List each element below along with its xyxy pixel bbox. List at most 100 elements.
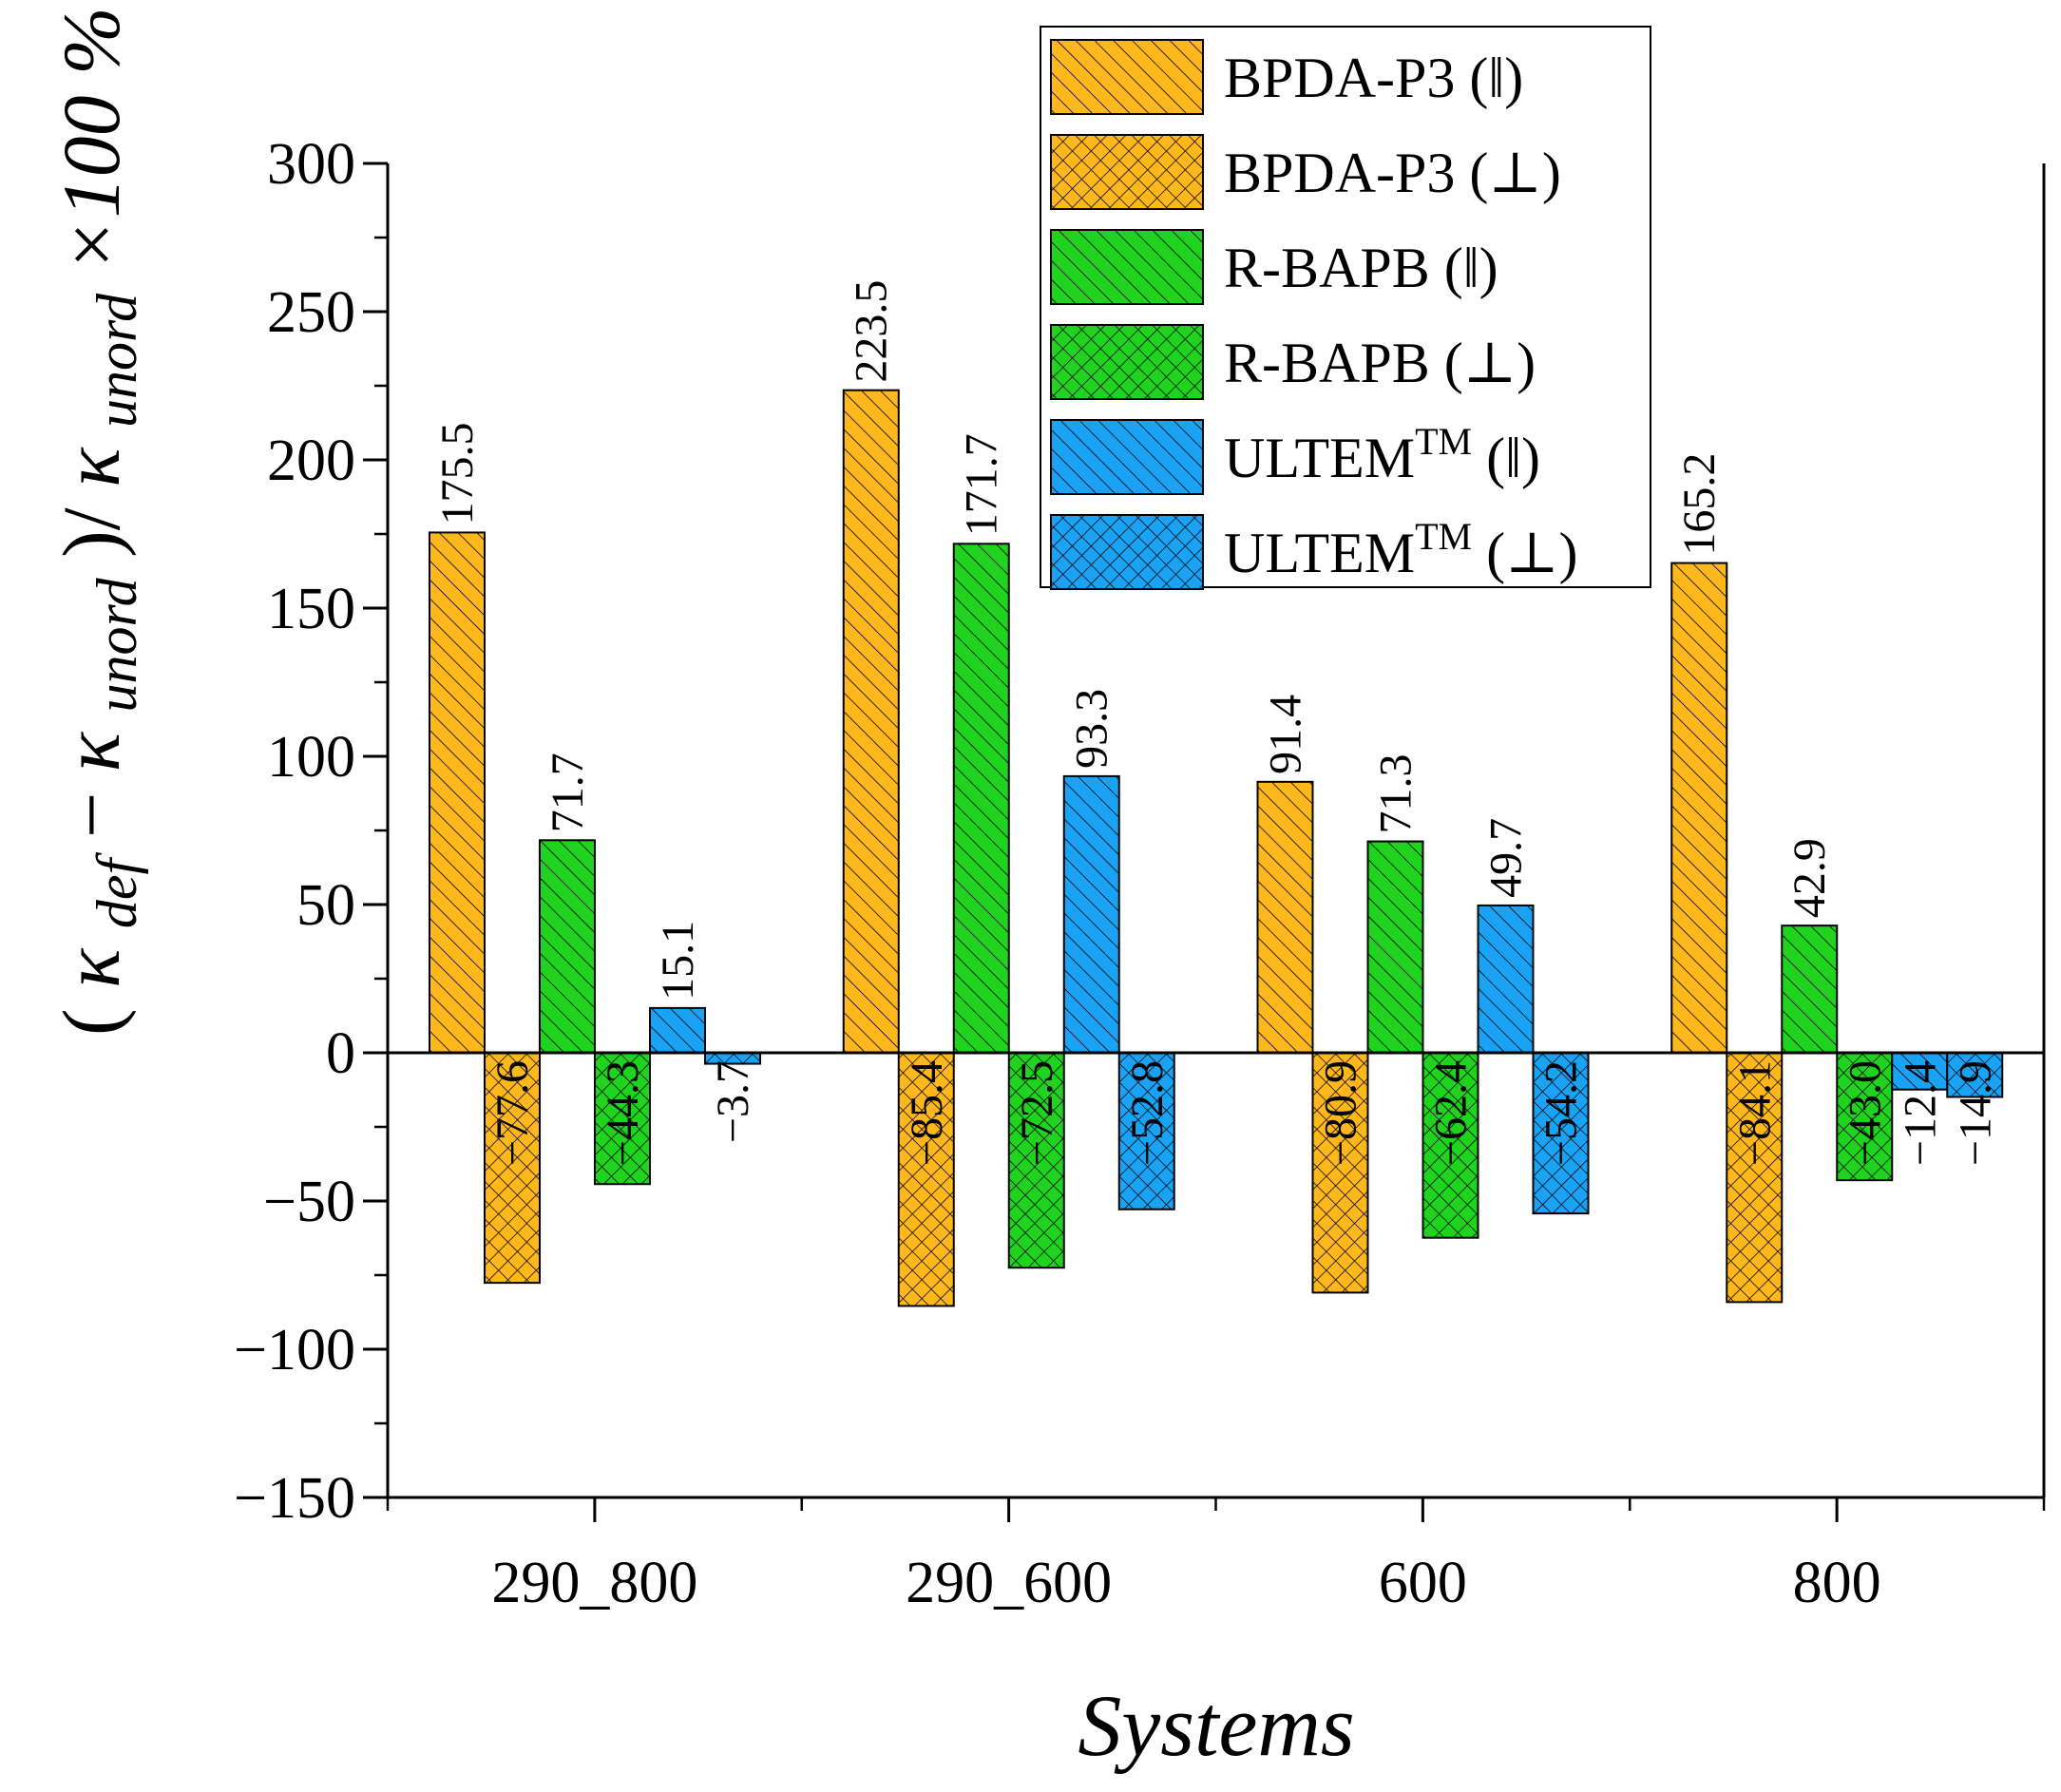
- data-label: 49.7: [1481, 818, 1532, 898]
- bar-hatch: [1117, 1052, 1175, 1211]
- bar-hatch: [429, 531, 486, 1054]
- bar-group: [1532, 1052, 1590, 1215]
- y-tick-label: 50: [296, 873, 355, 938]
- y-title-kappa-2: κ: [46, 731, 137, 772]
- data-label: 15.1: [653, 921, 703, 1001]
- y-title-kappa: κ: [46, 947, 137, 988]
- legend-label: ULTEMTM (⊥): [1224, 515, 1578, 584]
- legend-label: ULTEMTM (‖): [1224, 420, 1540, 489]
- y-tick-label: 200: [267, 429, 355, 493]
- legend-item: BPDA-P3 (⊥): [1050, 134, 1561, 210]
- bar-hatch: [1062, 774, 1120, 1054]
- data-label: 223.5: [847, 280, 897, 383]
- legend-swatch-hatch: [1050, 324, 1204, 400]
- data-label: 171.7: [957, 433, 1007, 536]
- x-tick-label: 800: [1793, 1551, 1881, 1615]
- data-label: −62.4: [1426, 1060, 1477, 1166]
- y-tick-label: 250: [267, 280, 355, 345]
- y-title-kappa-3: κ: [46, 447, 137, 487]
- y-title-sub-def: def: [86, 851, 148, 928]
- axes: −150 −100 −50 0 50 100 150 200 250 300 290_800 290_…: [234, 132, 2046, 1615]
- bar-group: [539, 839, 596, 1055]
- bar-group: [1117, 1052, 1175, 1211]
- data-label: 91.4: [1261, 695, 1311, 774]
- legend-label: BPDA-P3 (⊥): [1224, 142, 1561, 204]
- data-label: −14.9: [1950, 1060, 2000, 1166]
- bar-group: [1062, 774, 1120, 1054]
- bar-hatch: [1477, 904, 1535, 1054]
- bar-hatch: [897, 1052, 955, 1307]
- bar-hatch: [1781, 925, 1839, 1054]
- y-tick-label: 300: [267, 132, 355, 197]
- bars-layer: [429, 389, 2004, 1307]
- data-label: −43.0: [1840, 1060, 1890, 1166]
- y-title-open-paren: (: [46, 1008, 137, 1036]
- legend-swatch-hatch: [1050, 39, 1204, 115]
- x-tick-label: 290_600: [906, 1551, 1112, 1615]
- bar-hatch: [842, 389, 900, 1054]
- legend-label: R-BAPB (⊥): [1224, 332, 1536, 394]
- bar-hatch: [1256, 780, 1314, 1054]
- bar-hatch: [1311, 1052, 1369, 1294]
- bar-hatch: [1532, 1052, 1590, 1215]
- bar-group: [1670, 562, 1728, 1054]
- y-tick-label: −150: [234, 1466, 355, 1531]
- y-title-suffix: ×100 %: [46, 7, 137, 273]
- y-tick-label: 0: [326, 1021, 355, 1086]
- bar-group: [1946, 1052, 2004, 1098]
- x-tick-label: 600: [1379, 1551, 1467, 1615]
- data-labels: 175.5 223.5 91.4 165.2 −77.6 −85.4 −80.9 −84.1 7…: [432, 280, 2000, 1166]
- bar-group: [842, 389, 900, 1054]
- bar-hatch: [1946, 1052, 2004, 1098]
- data-label: −77.6: [487, 1060, 538, 1166]
- bar-hatch: [484, 1052, 541, 1285]
- y-tick-label: 150: [267, 577, 355, 641]
- legend-label: R-BAPB (‖): [1224, 237, 1498, 299]
- bar-group: [429, 531, 486, 1054]
- bar-hatch: [952, 543, 1010, 1054]
- bar-hatch: [1366, 840, 1424, 1054]
- bar-group: [1836, 1052, 1894, 1182]
- legend-item: BPDA-P3 (‖): [1050, 39, 1523, 115]
- data-label: −3.7: [708, 1060, 758, 1143]
- y-axis-title: ( κ def − κ unord )/ κ unord ×100 %: [46, 7, 154, 1036]
- y-tick-label: 100: [267, 725, 355, 790]
- data-label: 71.3: [1371, 754, 1422, 834]
- legend-swatch-hatch: [1050, 134, 1204, 210]
- data-label: 42.9: [1784, 838, 1835, 918]
- data-label: −44.3: [598, 1060, 648, 1166]
- bar-group: [1366, 840, 1424, 1054]
- legend-swatch-hatch: [1050, 229, 1204, 305]
- data-label: −72.5: [1012, 1060, 1062, 1166]
- bar-group: [1007, 1052, 1065, 1269]
- bar-group: [897, 1052, 955, 1307]
- x-axis-title: Systems: [1078, 1677, 1354, 1774]
- legend-item: R-BAPB (⊥): [1050, 324, 1536, 400]
- y-title-minus: −: [46, 792, 137, 839]
- bar-group: [1477, 904, 1535, 1054]
- bar-hatch: [539, 839, 596, 1055]
- data-label: 165.2: [1674, 453, 1725, 556]
- bar-group: [1311, 1052, 1369, 1294]
- bar-hatch: [1836, 1052, 1894, 1182]
- data-label: 175.5: [432, 422, 483, 524]
- data-label: −12.4: [1895, 1060, 1945, 1166]
- legend-label: BPDA-P3 (‖): [1224, 47, 1523, 109]
- legend-item: ULTEMTM (‖): [1050, 419, 1540, 495]
- legend: BPDA-P3 (‖) BPDA-P3 (⊥) R-BAPB (‖) R-BAPB (…: [1040, 26, 1651, 590]
- y-title-sub-unord-2: unord: [86, 293, 148, 428]
- x-tick-label: 290_800: [491, 1551, 697, 1615]
- bar-hatch: [1670, 562, 1728, 1054]
- y-tick-label: −50: [263, 1170, 355, 1234]
- bar-group: [649, 1006, 706, 1054]
- bar-group: [1256, 780, 1314, 1054]
- bar-group: [1781, 925, 1839, 1054]
- data-label: −52.8: [1122, 1060, 1173, 1166]
- bar-group: [484, 1052, 541, 1285]
- y-title-close-slash: )/: [46, 507, 137, 558]
- data-label: −54.2: [1536, 1060, 1587, 1166]
- legend-swatch-hatch: [1050, 419, 1204, 495]
- bar-group: [1422, 1052, 1479, 1239]
- bar-group: [1726, 1052, 1784, 1304]
